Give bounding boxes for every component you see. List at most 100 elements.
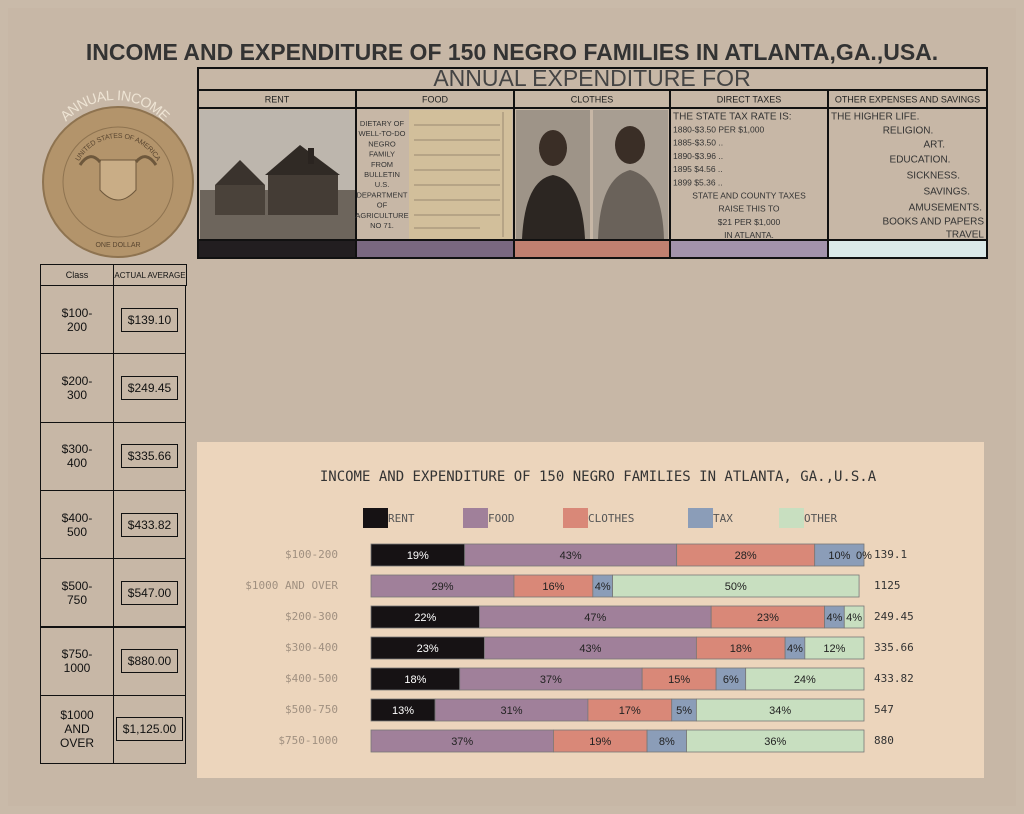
value-label: 23% [757,612,779,624]
value-label: 24% [794,674,816,686]
food-note-line: DIETARY OF [360,119,405,128]
table-header: Class [40,264,114,286]
category-label: $300-400 [285,641,338,654]
category-label: $750-1000 [278,734,338,747]
legend-label: OTHER [804,512,837,525]
value-label: 19% [589,736,611,748]
column-swatch [515,241,669,257]
row-total: 335.66 [874,641,914,654]
row-total: 249.45 [874,610,914,623]
poster-title: INCOME AND EXPENDITURE OF 150 NEGRO FAMI… [86,39,938,65]
rent-photo [200,110,355,239]
bar-segment [612,574,860,598]
row-total: 880 [874,734,894,747]
value-label: 36% [764,736,786,748]
food-note-line: U.S. [375,180,390,189]
tax-note-line: $21 PER $1,000 [718,217,781,227]
table-header: ACTUAL AVERAGE [113,264,187,286]
legend-swatch [363,508,388,528]
class-cell: $100-200 [40,285,114,355]
food-note-line: AGRICULTURE [355,211,408,220]
value-label: 34% [769,705,791,717]
bar-segment [843,605,865,629]
legend-swatch [779,508,804,528]
other-note-line: AMUSEMENTS. [909,203,982,214]
category-label: $200-300 [285,610,338,623]
chart-title: INCOME AND EXPENDITURE OF 150 NEGRO FAMI… [320,469,877,485]
tax-note-line: 1880-$3.50 PER $1,000 [673,124,764,134]
value-label: 0% [856,550,872,562]
value-label: 50% [725,581,747,593]
average-value: $547.00 [120,580,179,605]
other-note-line: BOOKS AND PAPERS [882,217,984,228]
class-cell: $300-400 [40,421,114,491]
value-label: 4% [826,612,842,624]
food-note-line: DEPARTMENT [357,190,408,199]
tax-note-line: 1890-$3.96 .. [673,151,723,161]
tax-note-line: 1885-$3.50 .. [673,138,723,148]
other-note-line: EDUCATION. [890,155,951,166]
bar-segment [814,543,865,567]
value-label: 13% [392,705,414,717]
legend-label: TAX [713,512,733,525]
value-label: 37% [451,736,473,748]
row-total: 433.82 [874,672,914,685]
value-label: 4% [846,612,862,624]
food-note-line: BULLETIN [364,170,400,179]
value-label: 43% [579,643,601,655]
value-label: 8% [659,736,675,748]
average-value: $433.82 [120,512,179,537]
value-label: 4% [787,643,803,655]
coin [42,106,194,258]
food-note-line: NEGRO [368,139,396,148]
tax-note-line: THE STATE TAX RATE IS: [673,112,792,123]
average-cell: $880.00 [113,626,186,696]
row-total: 1125 [874,579,901,592]
column-swatch [357,241,513,257]
value-label: 15% [668,674,690,686]
bar-segment [686,729,865,753]
column-swatch [199,241,355,257]
coin-bottom: ONE DOLLAR [95,242,140,249]
expenditure-table [197,67,988,259]
other-note-line: SICKNESS. [907,171,960,182]
legend-label: CLOTHES [588,512,634,525]
column-header: FOOD [422,94,448,104]
category-label: $100-200 [285,548,338,561]
value-label: 29% [431,581,453,593]
average-value: $335.66 [120,444,179,469]
value-label: 31% [500,705,522,717]
category-label: $500-750 [285,703,338,716]
legend-swatch [463,508,488,528]
class-cell: $200-300 [40,353,114,423]
bar-segment [695,698,865,722]
value-label: 5% [676,705,692,717]
bar-segment [745,667,865,691]
average-cell: $335.66 [113,421,186,491]
food-note-line: WELL-TO-DO [359,129,406,138]
class-cell: $500-750 [40,558,114,628]
value-label: 18% [404,674,426,686]
column-header: CLOTHES [571,94,614,104]
tax-note-line: IN ATLANTA. [724,230,774,240]
category-label: $1000 AND OVER [245,579,338,592]
average-cell: $1,125.00 [113,694,186,765]
value-label: 43% [560,550,582,562]
average-value: $1,125.00 [115,717,184,742]
food-note-line: FROM [371,160,393,169]
value-label: 12% [823,643,845,655]
average-value: $139.10 [120,307,179,332]
average-value: $880.00 [120,649,179,674]
column-swatch [829,241,986,257]
clothes-photo [516,110,668,239]
value-label: 17% [619,705,641,717]
other-note-line: RELIGION. [883,126,934,137]
column-header: OTHER EXPENSES AND SAVINGS [835,94,980,104]
average-cell: $249.45 [113,353,186,423]
expenditure-heading: ANNUAL EXPENDITURE FOR [433,65,750,91]
value-label: 10% [828,550,850,562]
tax-note-line: 1899 $5.36 .. [673,177,723,187]
value-label: 28% [735,550,757,562]
